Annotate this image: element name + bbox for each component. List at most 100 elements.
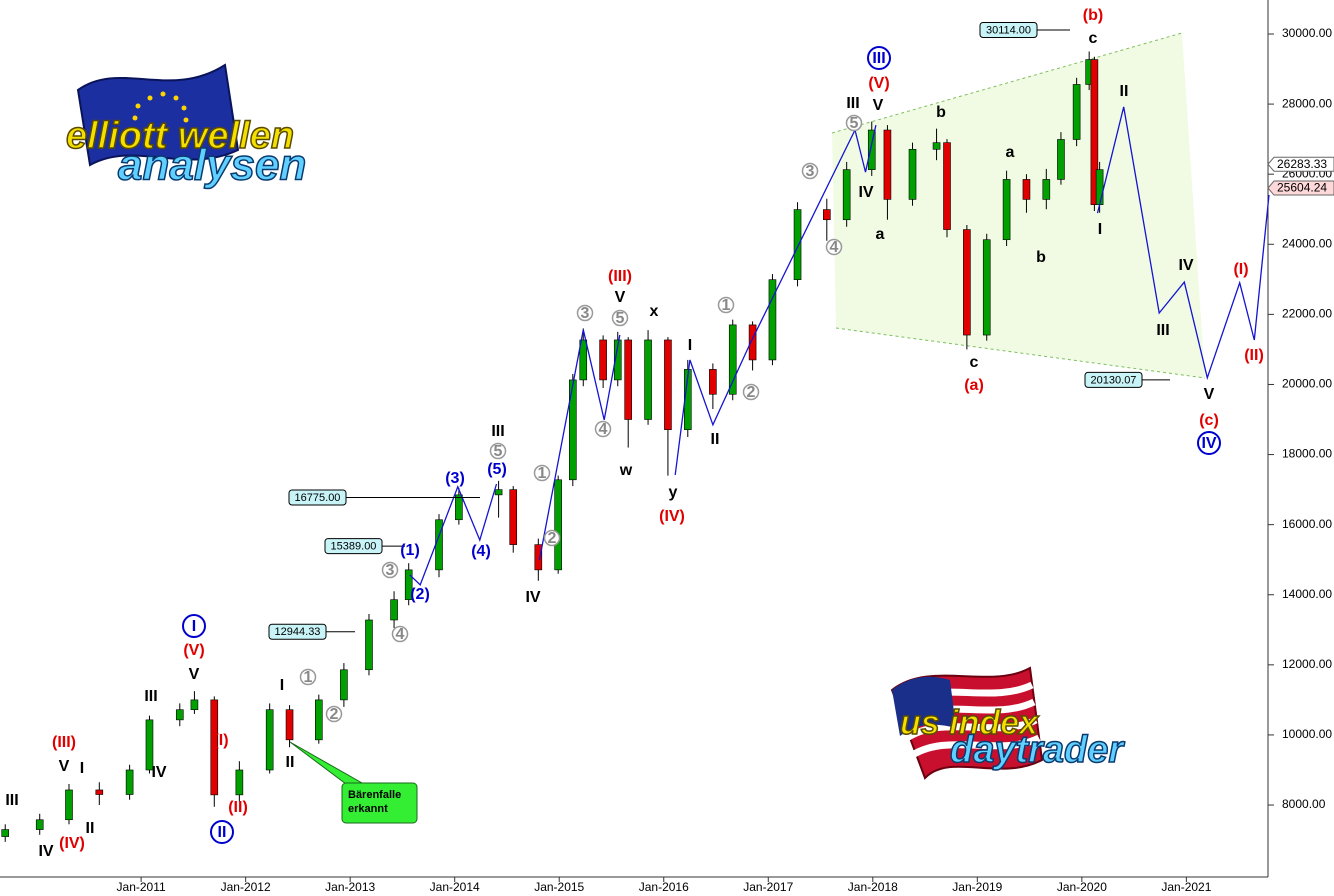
candle-body [963,229,971,336]
candle-body [624,339,633,420]
price-marker-box [979,22,1038,39]
wave-label: 1 [538,465,547,482]
logo-text: daytrader [950,729,1125,771]
wave-label: II [218,824,227,841]
wave-label: III [5,792,18,809]
wave-label: 2 [747,384,756,401]
candle-body [175,709,184,721]
wave-label: II [286,754,295,771]
candle-body [145,719,154,771]
wave-label: IV [525,589,540,606]
wave-label: II [1120,83,1129,100]
wave-label: 5 [850,115,859,132]
candle-body [982,239,991,336]
price-marker-box [324,538,383,555]
wave-label: (I) [1233,261,1248,278]
y-tick-label: 16000.00 [1282,517,1332,531]
flag-stripes [894,681,1041,761]
wave-label: III [491,423,504,440]
y-tick-label: 10000.00 [1282,727,1332,741]
price-tag-label: 25604.24 [1277,181,1327,195]
wave-label: (IV) [659,508,685,525]
candle-body [908,149,917,200]
channel-edge [831,32,1183,134]
candle-body [709,369,717,395]
x-tick-label: Jan-2015 [534,880,584,894]
wave-circle [182,614,206,638]
x-tick-label: Jan-2016 [639,880,689,894]
wave-label: 4 [830,239,839,256]
wave-label: V [615,289,626,306]
flag-stars [132,91,189,123]
candle-body [599,339,607,381]
y-tick-label: 20000.00 [1282,377,1332,391]
candle-body [1095,169,1104,205]
wave-label: IV [38,843,53,860]
candle-body [883,129,892,200]
candle-body [943,142,951,230]
callout-text: Bärenfalle [348,789,401,801]
wave-label: V [59,758,70,775]
wave-label: IV [1201,435,1216,452]
wave-label: w [619,462,633,479]
candle-body [435,519,443,571]
price-marker-label: 16775.00 [295,492,341,504]
wave-label: y [669,484,678,501]
callout-box [341,782,418,824]
candle-body [1022,179,1031,200]
candle-body [509,489,518,545]
wave-label: (a) [964,377,984,394]
x-tick-label: Jan-2018 [848,880,898,894]
wave-label: (2) [410,586,430,603]
wave-circle [299,668,317,686]
price-marker-box [1084,371,1143,388]
candle-body [35,819,44,830]
wave-label: 4 [599,421,608,438]
wave-label: V [873,97,884,114]
wave-label: II [86,820,95,837]
x-tick-label: Jan-2012 [221,880,271,894]
wave-label: 3 [386,562,395,579]
wave-label: III [1156,322,1169,339]
x-tick-label: Jan-2020 [1057,880,1107,894]
candle-body [390,599,398,621]
y-tick-label: 30000.00 [1282,26,1332,40]
wave-label: 2 [330,706,339,723]
wave-circle [801,162,819,180]
wave-label: (5) [487,461,507,478]
price-marker-label: 15389.00 [331,540,377,552]
channel-edge [835,327,1206,379]
candle-body [95,789,104,795]
wave-label: a [1006,144,1015,161]
wave-label: III [872,50,885,67]
channel [832,33,1205,378]
wave-label: 3 [806,163,815,180]
wave-label: b [1036,249,1046,266]
price-tag [1267,180,1334,196]
candle-body [1002,179,1011,241]
candle-body [613,339,622,381]
candle-body [265,709,274,771]
candle-body [494,489,503,496]
wave-label: 5 [616,310,625,327]
wave-label: x [650,303,659,320]
wave-circle [825,238,843,256]
logo-text: elliott wellen [66,115,294,157]
price-marker-label: 12944.33 [275,626,321,638]
candle-body [534,544,543,571]
candle-body [793,209,802,280]
wave-circle [543,529,561,547]
y-tick-label: 8000.00 [1282,797,1326,811]
wave-label: b [936,104,946,121]
candle-body [842,169,851,221]
wave-label: II [711,431,720,448]
logo-text: us index [900,704,1040,742]
wave-circle [325,705,343,723]
wave-circle [845,114,863,132]
candle-body [867,129,876,170]
y-tick-label: 24000.00 [1282,236,1332,250]
candle-body [748,324,757,361]
candle-body [210,699,219,796]
wave-label: (V) [183,642,204,659]
wave-circle [576,304,594,322]
